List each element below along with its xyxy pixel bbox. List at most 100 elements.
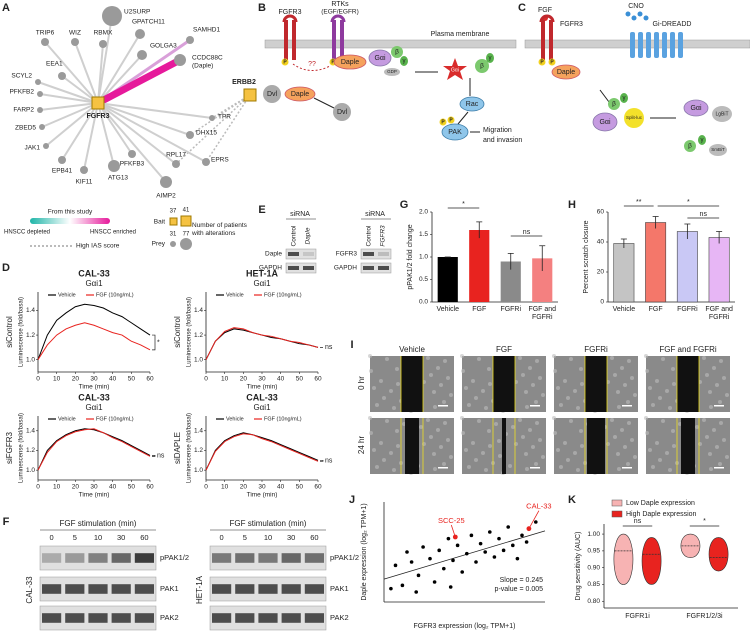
label: CAL-33 xyxy=(25,576,34,604)
texture xyxy=(484,468,488,472)
blot-band xyxy=(134,584,154,594)
protein xyxy=(441,123,469,141)
bait-node xyxy=(91,96,105,110)
texture xyxy=(616,452,620,456)
texture xyxy=(433,405,437,409)
ligand xyxy=(643,15,649,21)
label: 0 hr xyxy=(357,376,366,390)
node xyxy=(209,115,215,121)
blot-band xyxy=(42,584,62,594)
phospho-label: P xyxy=(283,59,287,65)
edge xyxy=(97,15,113,104)
phospho-label: P xyxy=(331,59,335,65)
node-label: (Daple) xyxy=(192,63,213,70)
y-tick-label: 1.5 xyxy=(419,231,428,238)
texture xyxy=(655,441,659,445)
blot xyxy=(360,248,392,260)
label: Vehicle xyxy=(399,345,425,354)
error-bar xyxy=(476,221,483,239)
blot-band xyxy=(88,584,108,594)
blot-band xyxy=(258,613,278,623)
node-label: JAK1 xyxy=(24,145,40,152)
label: 0 xyxy=(220,533,224,542)
texture xyxy=(648,386,652,390)
blot-band xyxy=(65,584,85,594)
legend-label: High Daple expression xyxy=(626,511,697,518)
receptor xyxy=(549,20,553,60)
texture xyxy=(528,366,532,370)
node-label: CCDC88C xyxy=(192,55,223,62)
x-tick-label: 10 xyxy=(221,376,229,383)
panel-letter: A xyxy=(2,2,10,14)
texture xyxy=(439,445,443,449)
texture xyxy=(552,354,556,358)
receptor xyxy=(340,20,344,60)
point xyxy=(465,551,469,556)
edge xyxy=(97,54,143,104)
node-label: RPL17 xyxy=(166,152,186,159)
scratch-gap xyxy=(502,418,506,474)
legend-count: 31 xyxy=(170,232,177,238)
significance: ns xyxy=(523,229,531,236)
protein xyxy=(391,46,403,58)
chart-subtitle: Gαi1 xyxy=(85,279,103,288)
node xyxy=(202,158,210,166)
blot-band xyxy=(281,553,301,563)
texture xyxy=(487,367,491,371)
texture xyxy=(481,389,485,393)
legend-label: Vehicle xyxy=(226,292,244,298)
scratch-gap xyxy=(401,356,423,412)
legend-label: FGF (10ng/mL) xyxy=(96,292,134,298)
edge xyxy=(96,56,182,107)
texture xyxy=(579,429,583,433)
node-label: TRIP6 xyxy=(36,30,55,37)
point xyxy=(455,543,460,548)
texture xyxy=(563,379,567,383)
point xyxy=(497,536,501,541)
point xyxy=(421,545,425,549)
stat-label: Slope = 0.245 xyxy=(500,577,544,584)
texture xyxy=(569,419,573,423)
label: 0 xyxy=(50,533,54,542)
blot-band xyxy=(42,613,62,623)
blot-band xyxy=(378,252,389,256)
chart-subtitle: Gαi1 xyxy=(85,403,103,412)
receptor xyxy=(646,32,651,58)
bar xyxy=(469,230,490,302)
blot-band xyxy=(378,266,389,270)
texture xyxy=(396,382,400,386)
texture xyxy=(432,452,436,456)
texture xyxy=(487,429,491,433)
texture xyxy=(718,400,722,404)
node xyxy=(137,50,147,60)
texture xyxy=(616,390,620,394)
blot-band xyxy=(235,613,255,623)
texture xyxy=(651,465,655,469)
label: siRNA xyxy=(365,211,385,218)
point xyxy=(511,543,515,548)
texture xyxy=(626,462,630,466)
texture xyxy=(442,400,446,404)
label: Migration xyxy=(483,127,512,134)
texture xyxy=(518,356,522,360)
texture xyxy=(518,418,522,422)
node-label: SAMHD1 xyxy=(193,27,220,34)
y-tick-label: 1.4 xyxy=(26,427,35,434)
protein xyxy=(608,98,620,110)
texture xyxy=(443,421,447,425)
scale-bar xyxy=(530,405,540,407)
label: GDP xyxy=(387,69,397,74)
texture xyxy=(461,369,465,373)
protein xyxy=(592,112,618,132)
panel-letter: D xyxy=(2,262,10,274)
receptor xyxy=(630,32,635,58)
y-tick-label: 1.2 xyxy=(26,447,35,454)
texture xyxy=(627,421,631,425)
texture xyxy=(498,454,502,458)
label: ?? xyxy=(308,61,316,68)
node xyxy=(99,40,107,48)
protein xyxy=(284,86,316,102)
texture xyxy=(541,455,545,459)
blot-band xyxy=(111,584,131,594)
label: FGFR3 xyxy=(560,21,583,28)
